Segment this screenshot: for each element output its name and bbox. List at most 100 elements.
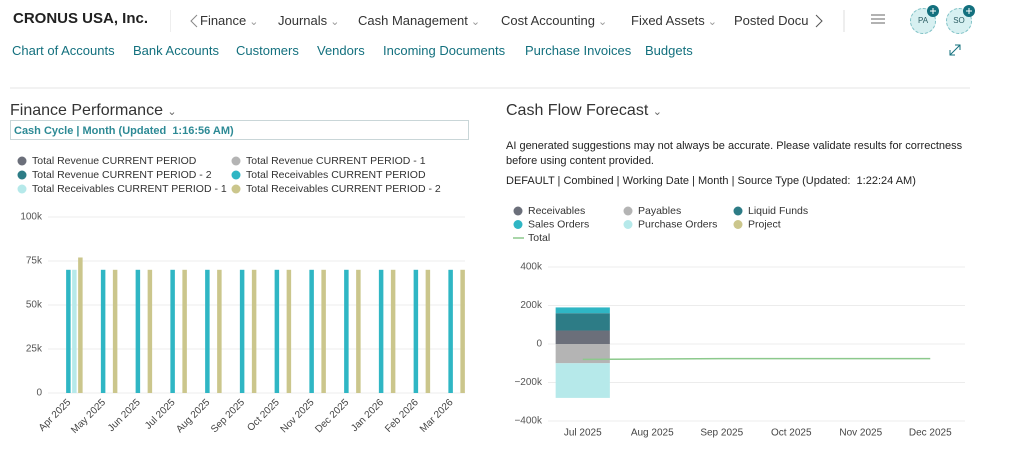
bar xyxy=(182,269,187,393)
chart-subtitle: DEFAULT | Combined | Working Date | Mont… xyxy=(506,175,916,187)
nav-item[interactable]: Posted Docu xyxy=(734,13,810,28)
action-link[interactable]: Bank Accounts xyxy=(133,43,219,58)
legend-label: Total Revenue CURRENT PERIOD - 2 xyxy=(32,169,212,181)
nav-item[interactable]: Cost Accounting xyxy=(501,13,607,28)
x-tick-label: Sep 2025 xyxy=(700,428,743,439)
x-tick-label: Aug 2025 xyxy=(174,397,212,435)
legend-label: Payables xyxy=(638,205,681,217)
legend-label: Total Revenue CURRENT PERIOD - 1 xyxy=(246,155,426,167)
bar xyxy=(251,269,257,393)
action-link[interactable]: Vendors xyxy=(317,43,365,58)
legend-label: Total Receivables CURRENT PERIOD - 1 xyxy=(32,183,227,195)
legend-marker xyxy=(17,184,27,194)
legend-label: Project xyxy=(748,218,781,230)
expand-icon[interactable] xyxy=(948,43,962,57)
bar xyxy=(390,269,396,393)
section-title[interactable]: Finance Performance ⌄ xyxy=(10,102,177,119)
nav-prev[interactable] xyxy=(190,14,198,28)
action-link[interactable]: Chart of Accounts xyxy=(12,43,115,58)
chart-subtitle[interactable]: Cash Cycle | Month (Updated 1:16:56 AM) xyxy=(10,120,469,140)
bar xyxy=(378,269,384,393)
y-tick-label: 400k xyxy=(520,262,543,273)
section-title[interactable]: Cash Flow Forecast ⌄ xyxy=(506,102,662,119)
bar xyxy=(356,269,361,393)
legend-label: Liquid Funds xyxy=(748,205,808,217)
bar xyxy=(100,269,106,393)
legend-label: Total xyxy=(528,232,550,244)
nav-decor xyxy=(170,10,845,32)
x-tick-label: Nov 2025 xyxy=(839,428,882,439)
nav-item[interactable]: Journals xyxy=(278,13,339,28)
legend-marker xyxy=(231,156,241,166)
y-tick-label: 75k xyxy=(26,256,43,267)
y-tick-label: 25k xyxy=(26,344,43,355)
bar xyxy=(321,269,326,393)
bar xyxy=(147,269,153,393)
bar xyxy=(460,269,465,393)
legend-marker xyxy=(733,220,743,229)
bar xyxy=(205,269,210,393)
bar xyxy=(135,269,141,393)
bar xyxy=(274,269,280,393)
separator xyxy=(10,87,970,89)
x-tick-label: Oct 2025 xyxy=(245,397,282,434)
legend-label: Sales Orders xyxy=(528,218,589,230)
x-tick-label: Jun 2025 xyxy=(106,397,143,434)
bar xyxy=(344,269,349,393)
title-text: Cash Flow Forecast xyxy=(506,102,649,119)
legend-marker xyxy=(623,220,633,229)
legend-label: Receivables xyxy=(528,205,585,217)
bar xyxy=(286,269,292,393)
bar-segment xyxy=(555,330,610,344)
y-tick-label: 100k xyxy=(20,212,43,223)
y-tick-label: 0 xyxy=(36,388,42,399)
bar-segment xyxy=(555,363,610,398)
bar xyxy=(217,269,222,393)
legend-label: Total Revenue CURRENT PERIOD xyxy=(32,155,197,167)
ai-notice: AI generated suggestions may not always … xyxy=(506,140,963,167)
y-tick-label: 200k xyxy=(520,300,543,311)
action-link[interactable]: Budgets xyxy=(645,43,693,58)
action-link[interactable]: Purchase Invoices xyxy=(525,43,632,58)
menu-icon[interactable] xyxy=(870,13,886,25)
legend-marker xyxy=(513,220,523,229)
legend-marker xyxy=(231,170,241,180)
legend-marker xyxy=(623,206,633,216)
avatar-badges xyxy=(927,5,975,17)
action-link[interactable]: Customers xyxy=(236,43,299,58)
x-tick-label: Aug 2025 xyxy=(631,428,674,439)
legend-label: Purchase Orders xyxy=(638,218,717,230)
x-tick-label: Nov 2025 xyxy=(279,397,317,435)
legend-label: Total Receivables CURRENT PERIOD xyxy=(246,169,426,181)
bar xyxy=(448,269,453,393)
y-tick-label: 0 xyxy=(536,339,542,350)
legend-marker xyxy=(733,206,743,216)
bar-segment xyxy=(555,344,610,364)
bar xyxy=(309,269,314,393)
x-tick-label: Jul 2025 xyxy=(564,428,602,439)
bar-segment xyxy=(555,307,610,314)
nav-item[interactable]: Fixed Assets xyxy=(631,13,717,28)
y-tick-label: 50k xyxy=(26,300,43,311)
bar xyxy=(72,269,77,393)
company-name[interactable]: CRONUS USA, Inc. xyxy=(13,10,149,27)
bar-segment xyxy=(555,313,610,331)
bar xyxy=(66,269,71,393)
nav-next[interactable] xyxy=(815,14,823,28)
y-tick-label: −400k xyxy=(514,416,543,427)
nav-item[interactable]: Cash Management xyxy=(358,13,480,28)
title-text: Finance Performance xyxy=(10,102,163,119)
action-link[interactable]: Incoming Documents xyxy=(383,43,506,58)
y-tick-label: −200k xyxy=(514,377,543,388)
legend-marker xyxy=(231,184,241,194)
legend-label: Total Receivables CURRENT PERIOD - 2 xyxy=(246,183,441,195)
nav-item[interactable]: Finance xyxy=(200,13,259,28)
bar xyxy=(112,269,118,393)
x-tick-label: Feb 2026 xyxy=(383,397,421,435)
bar xyxy=(425,269,431,393)
bar xyxy=(413,269,419,393)
x-tick-label: May 2025 xyxy=(69,397,108,436)
x-tick-label: Dec 2025 xyxy=(313,397,351,435)
